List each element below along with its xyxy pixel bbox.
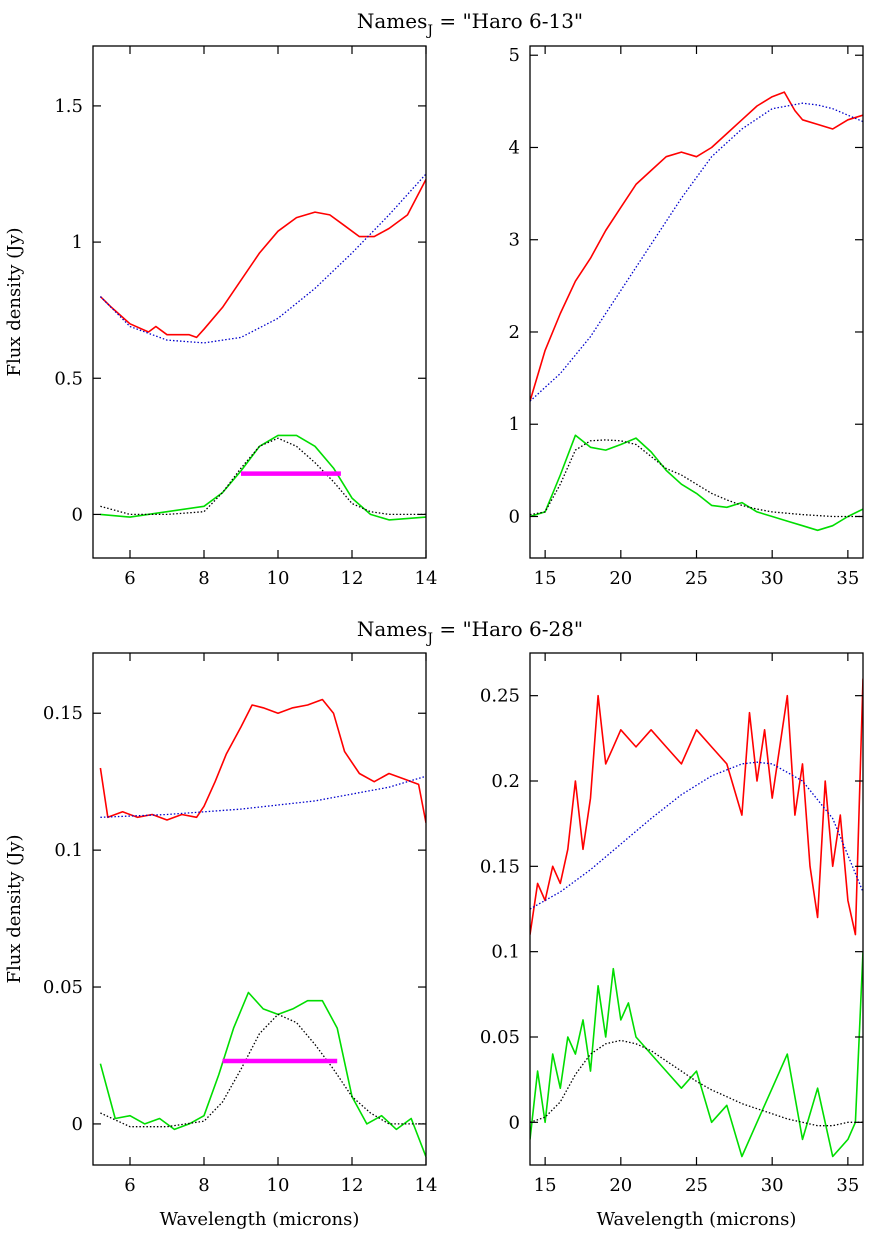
y-tick-label: 4	[509, 137, 520, 158]
y-tick-label: 0	[72, 1114, 83, 1135]
series-spectrum-line	[99, 179, 426, 339]
plot-frame-2	[92, 652, 427, 1166]
x-tick-label: 6	[124, 1175, 135, 1196]
y-tick-label: 2	[509, 322, 520, 343]
x-tick-label: 10	[267, 1175, 290, 1196]
y-tick-label: 0.25	[480, 686, 520, 707]
series-spectrum-line	[530, 91, 863, 402]
y-tick-label: 0	[509, 1112, 520, 1133]
x-tick-label: 10	[267, 568, 290, 589]
plot-area-1	[530, 91, 863, 532]
group-title-bottom-value: = "Haro 6-28"	[433, 617, 583, 641]
group-title-bottom-sub: J	[425, 631, 433, 647]
x-tick-label: 15	[534, 1175, 557, 1196]
x-tick-label: 8	[198, 1175, 209, 1196]
group-title-top-sub: J	[425, 23, 433, 39]
series-continuum-subtracted-line	[99, 991, 426, 1158]
plot-area-2	[99, 698, 426, 1158]
x-tick-label: 12	[341, 1175, 364, 1196]
series-continuum-subtracted-line	[530, 434, 863, 532]
plot-area-0	[99, 173, 426, 521]
plot-frame-0	[92, 45, 427, 559]
x-tick-label: 20	[609, 568, 632, 589]
x-tick-label: 15	[534, 568, 557, 589]
y-tick-label: 0.1	[54, 840, 83, 861]
series-continuum-subtracted-line	[100, 434, 426, 521]
series-continuum-subtracted-line	[530, 951, 863, 1158]
x-tick-label: 8	[198, 568, 209, 589]
y-tick-label: 3	[509, 230, 520, 251]
group-title-bottom: NamesJ = "Haro 6-28"	[357, 617, 583, 647]
panel-3: 15 20 25 30 35 0 0.05 0.1 0.15 0.2 0.25 Wavelength …	[480, 652, 864, 1230]
series-template-line	[530, 439, 863, 518]
x-tick-label: 35	[836, 1175, 859, 1196]
x-tick-label: 35	[836, 568, 859, 589]
series-template-line	[100, 1013, 426, 1128]
group-title-bottom-name: Names	[357, 617, 428, 641]
y-axis-label: Flux density (Jy)	[4, 834, 25, 983]
y-tick-label: 0	[72, 504, 83, 525]
series-continuum-fit-line	[100, 775, 426, 818]
x-axis-label: Wavelength (microns)	[597, 1209, 797, 1230]
x-tick-label: 30	[761, 568, 784, 589]
x-axis-label: Wavelength (microns)	[160, 1209, 360, 1230]
panel-1: 15 20 25 30 35 0 1 2 3 4 5	[509, 45, 864, 589]
y-tick-label: 5	[509, 45, 520, 66]
group-title-top-value: = "Haro 6-13"	[433, 9, 583, 33]
x-tick-label: 25	[685, 1175, 708, 1196]
series-template-line	[530, 1039, 863, 1127]
y-tick-label: 0.1	[491, 942, 520, 963]
x-tick-label: 12	[341, 568, 364, 589]
series-continuum-fit-line	[530, 102, 863, 402]
panel-2: 6 8 10 12 14 0 0.05 0.1 0.15 Flux density (Jy) Wav…	[4, 652, 438, 1230]
y-tick-label: 1	[509, 414, 520, 435]
y-tick-label: 0.15	[480, 856, 520, 877]
y-tick-label: 0.5	[54, 368, 83, 389]
y-tick-label: 0.15	[43, 703, 83, 724]
group-title-top: NamesJ = "Haro 6-13"	[357, 9, 583, 39]
series-spectrum-line	[99, 698, 426, 823]
plot-area-3	[530, 678, 863, 1158]
x-tick-label: 30	[761, 1175, 784, 1196]
group-title-top-name: Names	[357, 9, 428, 33]
x-tick-label: 25	[685, 568, 708, 589]
x-tick-label: 14	[415, 1175, 438, 1196]
series-template-line	[100, 437, 426, 516]
x-tick-label: 14	[415, 568, 438, 589]
x-tick-label: 6	[124, 568, 135, 589]
y-tick-label: 1.5	[54, 96, 83, 117]
y-tick-label: 0.2	[491, 771, 520, 792]
y-axis-label: Flux density (Jy)	[4, 227, 25, 376]
y-tick-label: 0.05	[43, 977, 83, 998]
y-tick-label: 0.05	[480, 1027, 520, 1048]
y-tick-label: 1	[72, 232, 83, 253]
y-tick-label: 0	[509, 506, 520, 527]
series-continuum-fit-line	[99, 173, 426, 344]
series-spectrum-line	[530, 678, 863, 936]
x-tick-label: 20	[609, 1175, 632, 1196]
panel-0: 6 8 10 12 14 0 0.5 1 1.5 Flux density (Jy)	[4, 45, 438, 589]
